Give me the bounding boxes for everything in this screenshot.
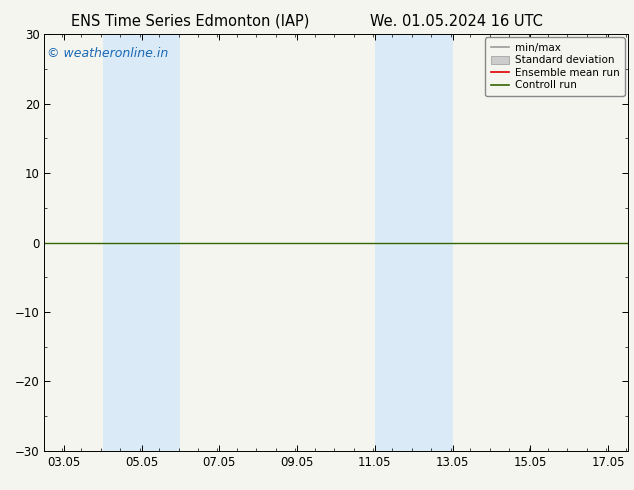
Legend: min/max, Standard deviation, Ensemble mean run, Controll run: min/max, Standard deviation, Ensemble me…	[486, 37, 624, 96]
Bar	[375, 34, 453, 451]
Bar	[103, 34, 181, 451]
Text: ENS Time Series Edmonton (IAP): ENS Time Series Edmonton (IAP)	[71, 14, 309, 29]
Text: © weatheronline.in: © weatheronline.in	[48, 47, 169, 60]
Text: We. 01.05.2024 16 UTC: We. 01.05.2024 16 UTC	[370, 14, 543, 29]
